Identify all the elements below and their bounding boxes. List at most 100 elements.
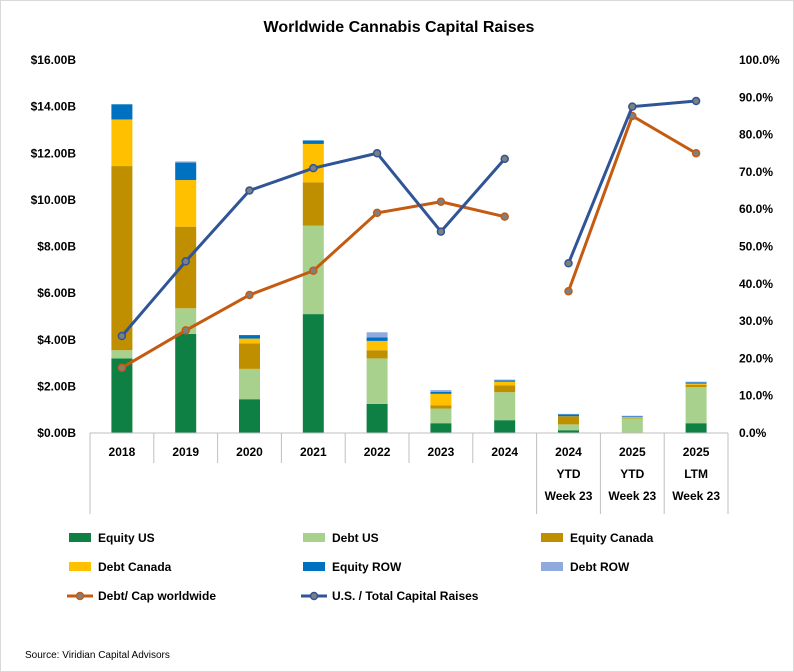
line-marker (436, 227, 446, 236)
y-right-tick-label: 30.0% (739, 314, 773, 328)
x-tick-label: YTD (620, 467, 644, 481)
bar-segment (621, 417, 643, 419)
y-left-tick-label: $4.00B (37, 333, 76, 347)
y-right-tick-label: 70.0% (739, 165, 773, 179)
x-tick-label: Week 23 (672, 489, 720, 503)
y-right-tick-label: 20.0% (739, 351, 773, 365)
source-note: Source: Viridian Capital Advisors (25, 650, 170, 661)
bar-segment (430, 391, 452, 394)
line-marker (564, 287, 573, 296)
bar-segment (239, 343, 260, 369)
line-marker (309, 163, 318, 173)
y-right-tick-label: 100.0% (739, 53, 780, 67)
legend-marker (309, 591, 319, 601)
y-right-tick-label: 0.0% (739, 426, 767, 440)
bar-segment (430, 423, 452, 433)
y-left-tick-label: $12.00B (31, 146, 77, 160)
bar-segment (366, 350, 388, 359)
bar-segment (430, 390, 452, 392)
line-marker (117, 363, 127, 372)
legend-swatch (303, 562, 325, 571)
bar-segment (494, 392, 516, 421)
line-marker (500, 212, 509, 221)
bar-segment (558, 416, 579, 425)
lines-layer (117, 96, 701, 372)
bar-segment (685, 382, 707, 384)
x-tick-label: 2020 (236, 445, 263, 459)
bar-segment (111, 350, 133, 359)
y-right-tick-label: 10.0% (739, 389, 773, 403)
x-tick-label: 2023 (428, 445, 455, 459)
y-right-tick-label: 60.0% (739, 202, 773, 216)
x-tick-label: 2019 (172, 445, 199, 459)
bar-segment (494, 420, 516, 433)
legend-label: Equity ROW (332, 560, 402, 574)
bar-segment (430, 393, 452, 406)
bar-segment (302, 140, 324, 144)
bar-segment (685, 387, 707, 424)
line-marker (564, 259, 573, 268)
bar-segment (685, 423, 707, 433)
legend-label: U.S. / Total Capital Raises (332, 589, 479, 603)
legend-label: Debt ROW (570, 560, 630, 574)
legend-swatch (541, 533, 563, 542)
x-axis: 2018 2019 2020 2021 2022 2023 2024 2024 YTD Week … (89, 432, 729, 514)
line-marker (245, 290, 254, 300)
bar-segment (175, 161, 197, 163)
bar-segment (175, 333, 197, 433)
y-left-tick-label: $0.00B (37, 426, 76, 440)
bar-segment (685, 384, 707, 388)
legend-swatch (69, 562, 91, 571)
x-tick-label: 2021 (300, 445, 327, 459)
legend-marker (75, 591, 85, 601)
x-tick-label: Week 23 (608, 489, 656, 503)
line-marker (436, 197, 446, 206)
x-tick-label: 2018 (109, 445, 136, 459)
bar-segment (685, 383, 707, 385)
line-marker (245, 186, 254, 195)
legend-swatch (541, 562, 563, 571)
y-left-tick-label: $8.00B (37, 240, 76, 254)
y-left-tick-label: $14.00B (31, 100, 77, 114)
bar-segment (366, 358, 388, 404)
bar-segment (111, 119, 133, 167)
bar-segment (558, 414, 579, 417)
bar-segment (239, 338, 260, 344)
legend-label: Debt Canada (98, 560, 172, 574)
bar-segment (239, 399, 260, 433)
line-marker (628, 102, 637, 111)
bar-segment (302, 182, 324, 226)
y-left-tick-label: $6.00B (37, 286, 76, 300)
line-marker (691, 96, 701, 106)
x-tick-label: 2025 (619, 445, 646, 459)
x-tick-label: LTM (684, 467, 708, 481)
x-tick-label: Week 23 (545, 489, 593, 503)
bar-segment (366, 332, 388, 338)
legend-swatch (69, 533, 91, 542)
legend-label: Equity US (98, 531, 155, 545)
bar-segment (621, 416, 643, 418)
bar-segment (430, 405, 452, 409)
bar-segment (111, 104, 133, 120)
legend: Equity US Debt US Equity Canada Debt Canada… (67, 531, 654, 603)
line-marker (372, 149, 382, 158)
bar-segment (621, 415, 643, 417)
y-right-tick-label: 80.0% (739, 128, 773, 142)
bar-segment (366, 403, 388, 433)
line-marker (309, 266, 318, 275)
line-path (567, 114, 697, 292)
bar-segment (558, 424, 579, 431)
legend-label: Equity Canada (570, 531, 654, 545)
bar-segment (366, 337, 388, 341)
bar-segment (175, 180, 197, 227)
bar-segment (302, 143, 324, 183)
line-marker (691, 149, 701, 158)
bar-segment (494, 380, 516, 382)
bar-segment (239, 368, 260, 400)
x-tick-label: 2024 (555, 445, 582, 459)
bar-segment (366, 340, 388, 351)
bar-segment (175, 226, 197, 309)
bar-segment (239, 335, 260, 339)
chart-title: Worldwide Cannabis Capital Raises (264, 19, 535, 36)
